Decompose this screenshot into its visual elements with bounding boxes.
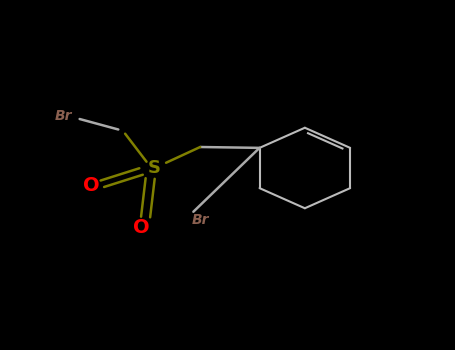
Text: O: O (83, 176, 99, 195)
Text: Br: Br (55, 108, 72, 122)
Text: Br: Br (192, 214, 209, 228)
Text: O: O (133, 218, 149, 237)
Text: S: S (148, 159, 161, 177)
